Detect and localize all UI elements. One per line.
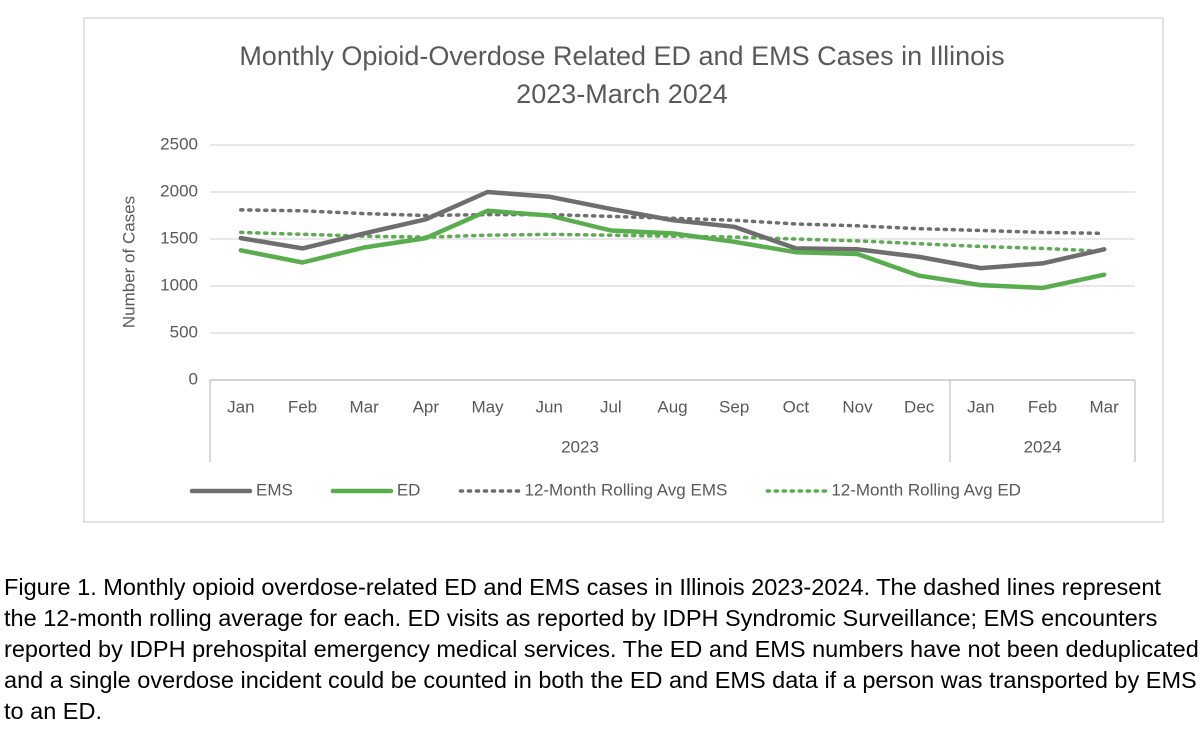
y-axis-label: Number of Cases (119, 196, 138, 328)
x-tick-label: Mar (350, 397, 380, 416)
x-tick-label: May (471, 397, 504, 416)
x-tick-label: Sep (719, 397, 749, 416)
x-group-label: 2024 (1024, 437, 1062, 456)
x-tick-label: Oct (783, 397, 810, 416)
series-line (239, 230, 1106, 253)
legend-label: 12-Month Rolling Avg EMS (524, 480, 727, 499)
x-group-label: 2023 (561, 437, 599, 456)
x-tick-label: Mar (1090, 397, 1120, 416)
legend-label: 12-Month Rolling Avg ED (831, 480, 1021, 499)
chart-title: 2023-March 2024 (516, 79, 728, 109)
legend-label: EMS (256, 480, 293, 499)
x-tick-label: Aug (657, 397, 687, 416)
y-tick-label: 0 (189, 369, 198, 388)
series-line (238, 208, 1107, 291)
x-tick-label: Jul (600, 397, 622, 416)
chart-title: Monthly Opioid-Overdose Related ED and E… (239, 41, 1004, 71)
y-tick-label: 2000 (160, 181, 198, 200)
y-tick-label: 2500 (160, 134, 198, 153)
x-tick-label: Jan (227, 397, 254, 416)
caption: Figure 1. Monthly opioid overdose-relate… (4, 574, 1199, 724)
x-tick-label: Nov (842, 397, 873, 416)
x-tick-label: Apr (413, 397, 440, 416)
y-tick-label: 1000 (160, 275, 198, 294)
chart: Monthly Opioid-Overdose Related ED and E… (83, 17, 1164, 523)
legend-label: ED (397, 480, 421, 499)
x-tick-label: Feb (288, 397, 317, 416)
x-tick-label: Feb (1028, 397, 1057, 416)
y-tick-label: 1500 (160, 228, 198, 247)
x-tick-label: Jun (535, 397, 562, 416)
x-tick-label: Dec (904, 397, 935, 416)
x-tick-label: Jan (967, 397, 994, 416)
series-line (238, 189, 1107, 271)
y-tick-label: 500 (170, 322, 198, 341)
